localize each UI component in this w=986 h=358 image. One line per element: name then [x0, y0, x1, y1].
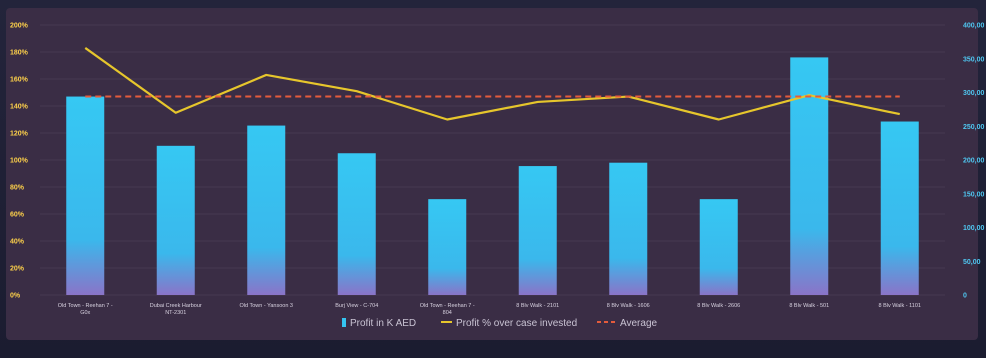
bar: [790, 57, 829, 296]
category-labels: Old Town - Reehan 7 -G0x Dubai Creek Harb…: [58, 303, 921, 316]
lines: [84, 47, 900, 121]
left-tick-label: 20%: [10, 266, 25, 273]
left-tick-label: 200%: [10, 23, 29, 30]
right-tick-label: 100,00: [963, 225, 985, 232]
left-axis-ticks: 0% 20% 40% 60% 80% 100% 120% 140% 160% 180% 200%: [10, 23, 29, 300]
bar: [518, 166, 557, 295]
bar: [156, 145, 195, 295]
left-tick-label: 0%: [10, 293, 21, 300]
right-tick-label: 350,00: [963, 56, 985, 63]
category-label: 8 Blv Walk - 501: [789, 303, 829, 309]
profit-percent-line: [84, 47, 900, 121]
bar: [428, 199, 467, 295]
category-label: Old Town - Reehan 7 -804: [420, 303, 475, 316]
bar: [337, 153, 376, 295]
category-label: 8 Blv Walk - 2606: [697, 303, 740, 309]
bar: [609, 162, 648, 295]
category-label: Dubai Creek Harbour NT-2301: [150, 303, 202, 316]
category-label: 8 Blv Walk - 1606: [607, 303, 650, 309]
legend-label: Profit in K AED: [350, 318, 416, 329]
legend-swatch-bar: [342, 318, 346, 327]
left-tick-label: 60%: [10, 212, 25, 219]
right-axis-ticks: 0 50,00 100,00 150,00 200,00 250,00 300,00 350,…: [963, 23, 985, 300]
left-tick-label: 140%: [10, 104, 29, 111]
right-tick-label: 150,00: [963, 191, 985, 198]
legend-label: Average: [620, 318, 658, 329]
left-tick-label: 80%: [10, 185, 25, 192]
left-tick-label: 120%: [10, 131, 29, 138]
legend-label: Profit % over case invested: [456, 318, 577, 329]
bar: [66, 96, 105, 295]
left-tick-label: 40%: [10, 239, 25, 246]
right-tick-label: 0: [963, 293, 967, 300]
left-tick-label: 180%: [10, 50, 29, 57]
category-label: Old Town - Reehan 7 -G0x: [58, 303, 113, 316]
bar: [699, 199, 738, 295]
left-tick-label: 160%: [10, 77, 29, 84]
left-tick-label: 100%: [10, 158, 29, 165]
right-tick-label: 200,00: [963, 158, 985, 165]
right-tick-label: 50,00: [963, 259, 981, 266]
bar: [247, 125, 286, 295]
bars: [66, 57, 919, 296]
bar: [880, 121, 919, 296]
right-tick-label: 300,00: [963, 90, 985, 97]
right-tick-label: 250,00: [963, 124, 985, 131]
category-label: Burj View - C-704: [335, 303, 378, 309]
right-tick-label: 400,00: [963, 23, 985, 30]
legend: Profit in K AED Profit % over case invest…: [342, 318, 658, 329]
category-label: 8 Blv Walk - 2101: [516, 303, 559, 309]
category-label: Old Town - Yansoon 3: [239, 303, 293, 309]
category-label: 8 Blv Walk - 1101: [879, 303, 922, 309]
